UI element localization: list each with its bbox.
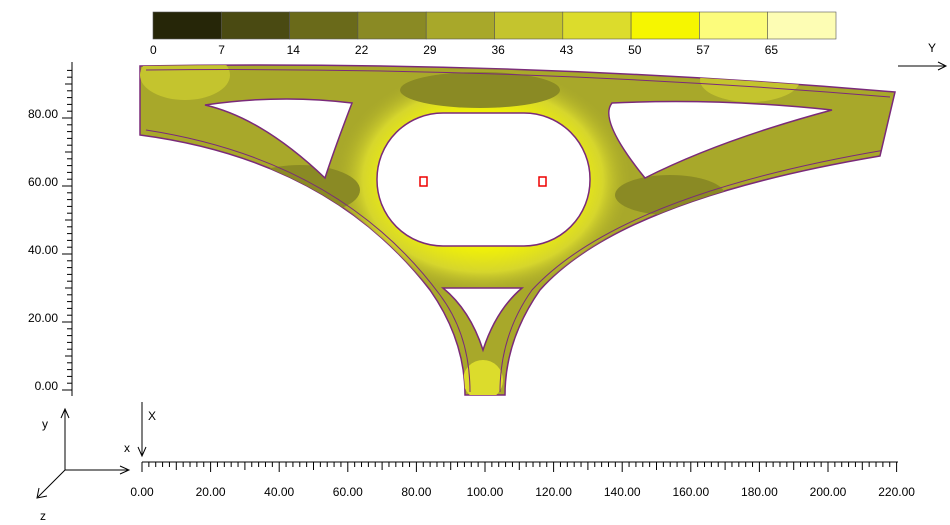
colorbar-label: 29 (423, 43, 437, 57)
colorbar-label: 50 (628, 43, 642, 57)
x-tick-label: 80.00 (401, 485, 431, 499)
y-tick-label: 80.00 (28, 107, 58, 121)
triad-z: z (40, 509, 46, 523)
colorbar-label: 43 (560, 43, 574, 57)
colorbar-segment (699, 12, 767, 39)
x-axis-name: X (148, 409, 156, 423)
colorbar-label: 36 (492, 43, 506, 57)
x-axis: 0.00 20.00 40.00 60.00 80.00 100.00 120.00 140.… (130, 462, 915, 499)
colorbar-segment (221, 12, 289, 39)
colorbar-label: 7 (218, 43, 225, 57)
colorbar-segment (426, 12, 494, 39)
y-tick-label: 60.00 (28, 175, 58, 189)
triad-x: x (124, 441, 130, 455)
triad (37, 409, 129, 498)
colorbar-segment (358, 12, 426, 39)
colorbar-label: 65 (765, 43, 779, 57)
colorbar-segment (495, 12, 563, 39)
colorbar-label: 22 (355, 43, 369, 57)
model (140, 50, 895, 400)
colorbar-segment (290, 12, 358, 39)
x-tick-label: 180.00 (741, 485, 778, 499)
y-tick-label: 0.00 (35, 379, 59, 393)
x-tick-label: 60.00 (333, 485, 363, 499)
colorbar: 0 7 14 22 29 36 43 50 57 65 (150, 12, 836, 57)
x-tick-label: 40.00 (264, 485, 294, 499)
colorbar-segment (153, 12, 221, 39)
x-tick-label: 200.00 (810, 485, 847, 499)
colorbar-segment (768, 12, 836, 39)
y-axis: 0.00 20.00 40.00 60.00 80.00 (28, 62, 72, 396)
x-tick-label: 0.00 (130, 485, 154, 499)
colorbar-label: 14 (287, 43, 301, 57)
x-tick-label: 220.00 (878, 485, 915, 499)
x-tick-label: 140.00 (604, 485, 641, 499)
x-tick-label: 160.00 (672, 485, 709, 499)
x-tick-label: 120.00 (535, 485, 572, 499)
colorbar-label: 0 (150, 43, 157, 57)
y-tick-label: 40.00 (28, 243, 58, 257)
y-axis-name: Y (928, 41, 936, 55)
y-tick-label: 20.00 (28, 311, 58, 325)
colorbar-label: 57 (696, 43, 710, 57)
x-tick-label: 100.00 (467, 485, 504, 499)
viewport: 0 7 14 22 29 36 43 50 57 65 0.00 20.00 40.00 60.00 80… (0, 0, 950, 525)
triad-y: y (42, 417, 48, 431)
colorbar-segment (563, 12, 631, 39)
x-tick-label: 20.00 (196, 485, 226, 499)
colorbar-segment (631, 12, 699, 39)
